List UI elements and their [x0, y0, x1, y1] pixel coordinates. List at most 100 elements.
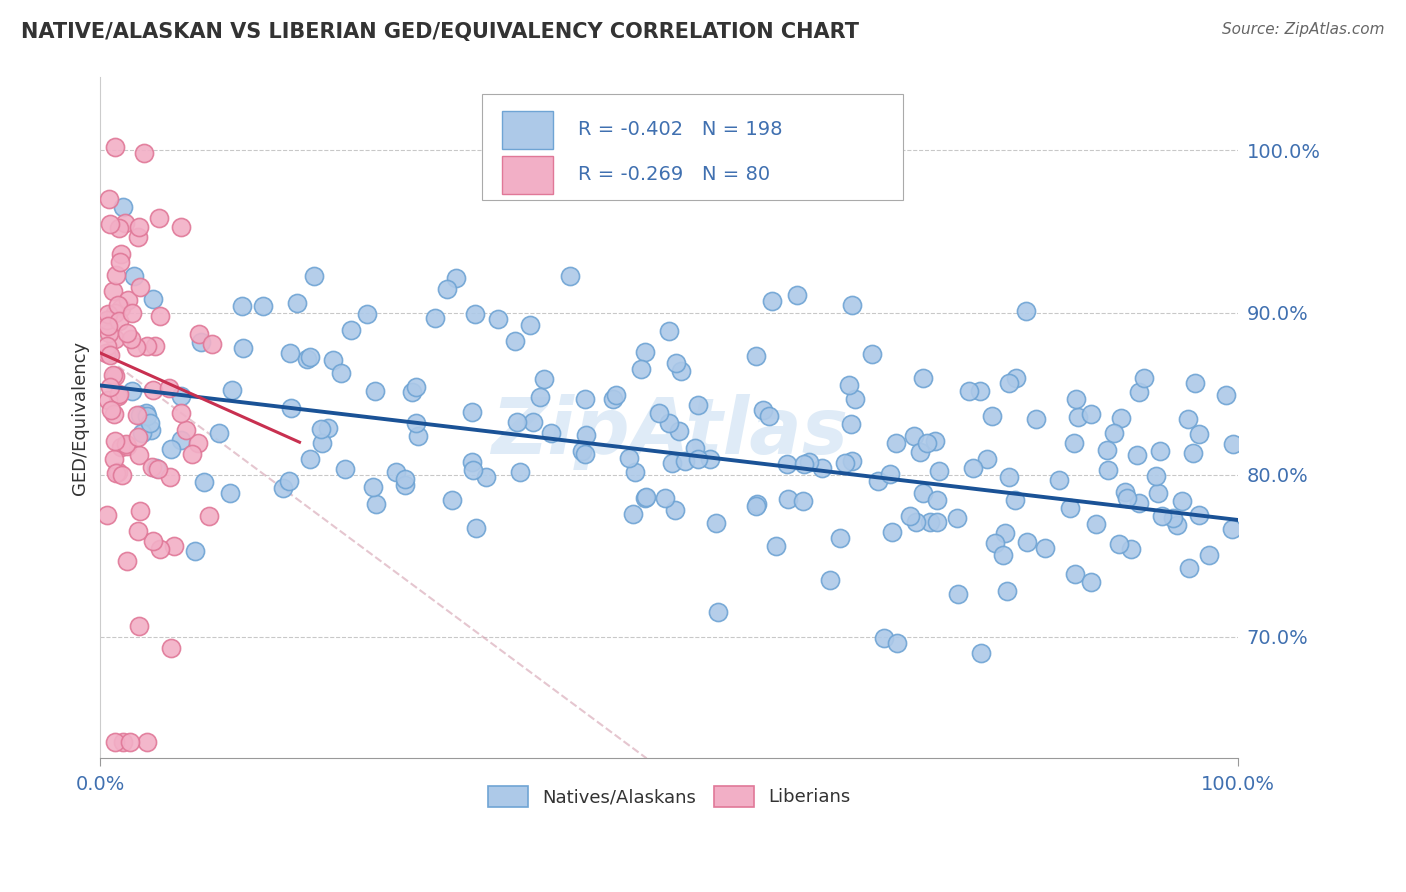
Point [879, 467, 901, 482]
Point [844, 392, 866, 407]
Point [634, 345, 657, 359]
Point [994, 526, 1017, 541]
Point [271, 481, 294, 495]
Point [1147, 485, 1170, 500]
Point [174, 423, 197, 437]
Point [125, 408, 148, 422]
Point [110, 440, 132, 454]
Point [654, 491, 676, 506]
Point [792, 494, 814, 508]
Point [912, 485, 935, 500]
Point [111, 468, 134, 483]
Point [664, 503, 686, 517]
Point [298, 350, 321, 364]
Point [465, 521, 488, 535]
Point [688, 398, 710, 412]
Point [170, 433, 193, 447]
Point [114, 216, 136, 230]
Point [998, 470, 1021, 484]
Point [170, 389, 193, 403]
Point [1222, 436, 1244, 450]
Point [138, 417, 160, 431]
Point [1059, 501, 1081, 516]
Point [745, 349, 768, 363]
Point [838, 378, 860, 392]
Point [866, 475, 889, 489]
Point [128, 219, 150, 234]
Point [811, 461, 834, 475]
Point [278, 474, 301, 488]
Point [1047, 473, 1070, 487]
Point [522, 415, 544, 429]
Point [124, 268, 146, 283]
Point [884, 436, 907, 450]
Point [786, 288, 808, 302]
Point [129, 409, 152, 423]
Point [163, 539, 186, 553]
Point [197, 508, 219, 523]
Point [898, 508, 921, 523]
Point [98, 192, 121, 206]
Point [839, 417, 862, 431]
Point [778, 491, 800, 506]
Point [765, 539, 787, 553]
Point [101, 284, 124, 298]
Text: Source: ZipAtlas.com: Source: ZipAtlas.com [1222, 22, 1385, 37]
Point [149, 542, 172, 557]
Point [463, 463, 485, 477]
Point [108, 314, 131, 328]
Point [201, 337, 224, 351]
Point [145, 460, 167, 475]
Point [1004, 492, 1026, 507]
Point [316, 421, 339, 435]
Point [127, 524, 149, 538]
Point [278, 346, 301, 360]
Point [193, 475, 215, 490]
Point [117, 554, 139, 568]
Text: NATIVE/ALASKAN VS LIBERIAN GED/EQUIVALENCY CORRELATION CHART: NATIVE/ALASKAN VS LIBERIAN GED/EQUIVALEN… [21, 22, 859, 42]
Point [184, 543, 207, 558]
Point [361, 480, 384, 494]
Point [231, 300, 253, 314]
Point [704, 516, 727, 530]
Point [998, 376, 1021, 390]
Point [948, 587, 970, 601]
Point [1116, 491, 1139, 505]
Point [509, 465, 531, 479]
Point [104, 434, 127, 448]
Point [181, 447, 204, 461]
Point [120, 735, 142, 749]
Point [841, 298, 863, 312]
Point [529, 390, 551, 404]
Point [1128, 496, 1150, 510]
Point [139, 423, 162, 437]
Point [117, 293, 139, 308]
Point [1215, 388, 1237, 402]
Point [340, 323, 363, 337]
Point [486, 312, 509, 326]
Point [1188, 508, 1211, 523]
Point [124, 340, 146, 354]
Point [860, 347, 883, 361]
Point [751, 403, 773, 417]
Point [170, 406, 193, 420]
Point [1097, 442, 1119, 457]
Point [981, 409, 1004, 423]
Point [103, 407, 125, 421]
FancyBboxPatch shape [482, 95, 903, 200]
Point [100, 402, 122, 417]
Point [758, 409, 780, 423]
Point [252, 299, 274, 313]
Point [110, 247, 132, 261]
Point [406, 429, 429, 443]
Point [120, 332, 142, 346]
Point [127, 229, 149, 244]
Point [110, 301, 132, 315]
Point [688, 451, 710, 466]
Point [333, 462, 356, 476]
Point [1152, 509, 1174, 524]
Point [190, 335, 212, 350]
Point [668, 424, 690, 438]
Point [104, 332, 127, 346]
Point [1015, 303, 1038, 318]
